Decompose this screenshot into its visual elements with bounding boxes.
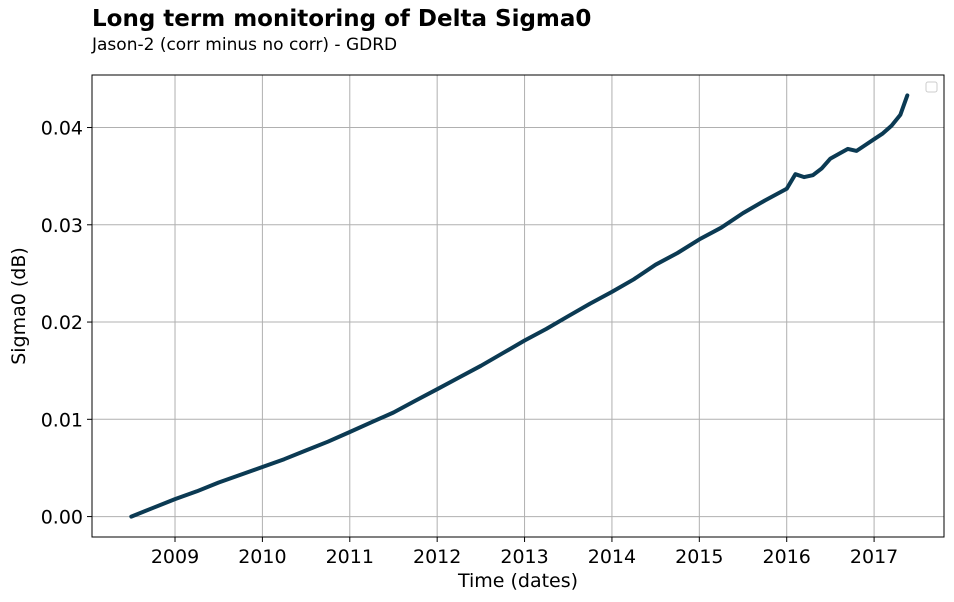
chart-title: Long term monitoring of Delta Sigma0: [92, 6, 592, 32]
y-tick-label: 0.00: [41, 507, 83, 529]
y-axis-label: Sigma0 (dB): [8, 247, 30, 365]
x-tick-label: 2009: [151, 546, 199, 568]
x-tick-label: 2010: [238, 546, 286, 568]
series-line: [129, 93, 910, 519]
y-tick-label: 0.02: [41, 312, 83, 334]
chart-subtitle: Jason-2 (corr minus no corr) - GDRD: [92, 35, 398, 55]
legend-box: [925, 81, 938, 93]
x-tick-label: 2013: [500, 546, 548, 568]
y-tick-label: 0.04: [41, 118, 83, 140]
axis-ticks: 2009 2010 2011 2012 2013 2014 2015 2016 2017 0.00…: [41, 118, 899, 568]
x-axis-label: Time (dates): [457, 570, 578, 592]
x-tick-label: 2017: [850, 546, 898, 568]
grid-lines: [92, 75, 944, 537]
x-tick-label: 2014: [588, 546, 636, 568]
x-tick-label: 2012: [413, 546, 461, 568]
plot-frame: [91, 74, 945, 538]
y-tick-label: 0.01: [41, 409, 83, 431]
x-tick-label: 2016: [763, 546, 811, 568]
x-tick-label: 2011: [326, 546, 374, 568]
series-layer: [129, 93, 910, 519]
x-tick-label: 2015: [675, 546, 723, 568]
y-tick-label: 0.03: [41, 215, 83, 237]
